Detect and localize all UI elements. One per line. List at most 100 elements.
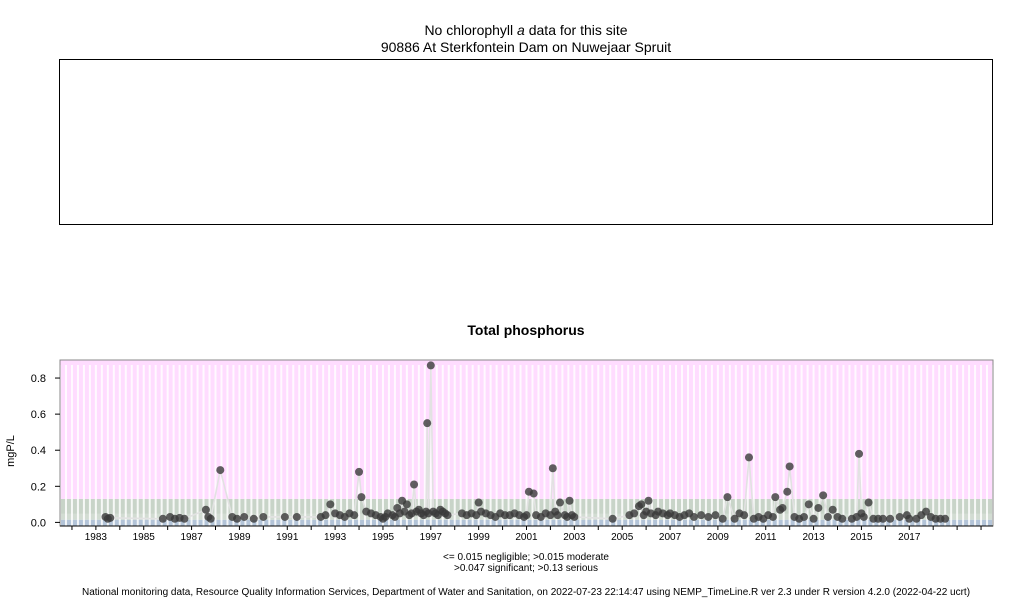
data-point (249, 514, 258, 523)
data-point (637, 500, 646, 509)
data-point (350, 511, 359, 520)
data-point (859, 512, 868, 521)
x-tick-label: 2003 (563, 532, 586, 540)
data-point (886, 514, 895, 523)
data-point (730, 514, 739, 523)
data-point (864, 498, 873, 507)
x-tick-label: 2001 (515, 532, 538, 540)
data-point (529, 489, 538, 498)
data-point (744, 453, 753, 462)
phosphorus-chart: 0.0 0.2 0.4 0.6 0.8 mgP/L 1983 1985 1987 1989 1991… (5, 359, 994, 540)
y-axis-label: mgP/L (5, 435, 17, 467)
legend-line-2: >0.047 significant; >0.13 serious (454, 563, 598, 574)
data-point (771, 493, 780, 502)
data-point (740, 511, 749, 520)
x-tick-label: 1985 (133, 532, 156, 540)
footer-note: National monitoring data, Resource Quali… (81, 587, 971, 598)
data-point (321, 511, 330, 520)
data-point (233, 514, 242, 523)
data-point (423, 419, 432, 428)
y-tick-label: 0.2 (31, 481, 46, 493)
data-point (819, 491, 828, 500)
data-point (216, 466, 225, 475)
data-point (565, 496, 574, 505)
x-tick-label: 1999 (468, 532, 491, 540)
data-point (553, 511, 562, 520)
x-tick-label: 2015 (850, 532, 873, 540)
data-point (443, 511, 452, 520)
x-tick-label: 2007 (659, 532, 682, 540)
data-point (106, 513, 115, 522)
x-tick-label: 2013 (802, 532, 825, 540)
data-point (814, 503, 823, 512)
legend-line-1: <= 0.015 negligible; >0.015 moderate (443, 552, 609, 563)
data-point (326, 500, 335, 509)
data-point (410, 480, 419, 489)
site-name: 90886 At Sterkfontein Dam on Nuwejaar Sp… (380, 39, 672, 55)
data-point (206, 514, 215, 523)
data-point (828, 505, 837, 514)
data-point (895, 512, 904, 521)
data-point (630, 509, 639, 518)
data-point (711, 511, 720, 520)
data-point (783, 487, 792, 496)
x-tick-label: 2009 (707, 532, 730, 540)
data-point (823, 512, 832, 521)
data-point (768, 512, 777, 521)
chlorophyll-title-italic: a (517, 22, 525, 38)
data-point (259, 512, 268, 521)
data-point (201, 505, 210, 514)
data-point (809, 514, 818, 523)
data-point (608, 514, 617, 523)
chlorophyll-title-prefix: No chlorophyll (424, 22, 514, 38)
y-tick-label: 0.6 (31, 409, 46, 421)
data-point (357, 493, 366, 502)
data-point (922, 507, 931, 516)
data-point (778, 503, 787, 512)
data-point (280, 512, 289, 521)
data-point (704, 512, 713, 521)
data-point (570, 512, 579, 521)
y-tick-label: 0.0 (31, 517, 46, 529)
chlorophyll-title-suffix: data for this site (528, 22, 628, 38)
x-tick-label: 2005 (611, 532, 634, 540)
data-point (644, 496, 653, 505)
x-tick-label: 1989 (228, 532, 251, 540)
data-point (555, 498, 564, 507)
phosphorus-chart-title: Total phosphorus (467, 322, 585, 338)
x-tick-label: 1987 (180, 532, 203, 540)
data-point (723, 493, 732, 502)
data-point (426, 361, 435, 370)
data-point (180, 514, 189, 523)
data-point (402, 500, 411, 509)
data-point (718, 514, 727, 523)
chlorophyll-empty-panel (59, 59, 993, 225)
x-tick-label: 2017 (898, 532, 921, 540)
x-tick-label: 2011 (755, 532, 777, 540)
y-tick-label: 0.8 (31, 373, 46, 385)
data-point (158, 514, 167, 523)
data-point (800, 512, 809, 521)
x-tick-label: 1993 (324, 532, 347, 540)
x-tick-label: 1997 (420, 532, 443, 540)
data-point (878, 514, 887, 523)
data-point (522, 511, 531, 520)
data-point (838, 514, 847, 523)
data-point (905, 514, 914, 523)
data-point (240, 512, 249, 521)
data-point (292, 512, 301, 521)
x-tick-label: 1995 (372, 532, 395, 540)
data-point (785, 462, 794, 471)
data-point (941, 514, 950, 523)
plot-area: 0.0 0.2 0.4 0.6 0.8 mgP/L 1983 1985 1987 1989 1991… (5, 359, 994, 540)
x-tick-label: 1991 (276, 532, 299, 540)
data-point (804, 500, 813, 509)
data-point (548, 464, 557, 473)
data-point (689, 512, 698, 521)
data-point (474, 498, 483, 507)
data-point (855, 449, 864, 458)
chlorophyll-panel-title: No chlorophyll a data for this site (0, 22, 1024, 38)
x-tick-label: 1983 (85, 532, 108, 540)
data-point (697, 511, 706, 520)
y-tick-label: 0.4 (31, 445, 46, 457)
